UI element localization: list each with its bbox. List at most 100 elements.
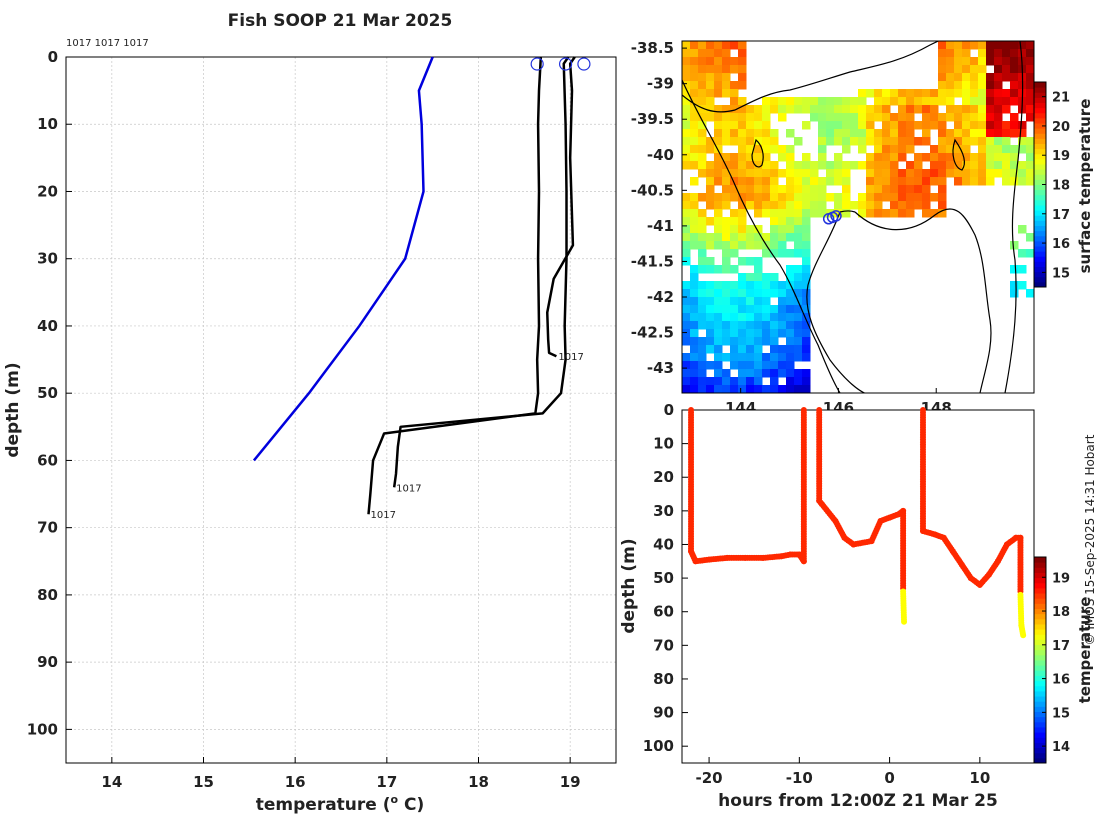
sst-cell: [906, 113, 915, 122]
sst-cell: [738, 345, 747, 354]
sst-cell: [786, 217, 795, 226]
sst-cell: [770, 369, 779, 378]
coast-tasmania-west: [806, 211, 866, 393]
sst-cell: [690, 361, 699, 370]
sst-cell: [946, 137, 955, 146]
sst-cell: [754, 105, 763, 114]
depth-time-colorbar-step: [1034, 701, 1046, 707]
sst-cell: [954, 177, 963, 186]
map-lat-tick-label: -40: [647, 146, 674, 164]
sst-cell: [714, 265, 723, 274]
sst-cell: [690, 337, 699, 346]
map-colorbar-step: [1034, 225, 1046, 232]
coast-tasmania-north: [839, 210, 856, 213]
sst-cell: [682, 153, 691, 162]
sst-cell: [946, 41, 955, 50]
depth-time-x-tick-label: 10: [969, 769, 990, 787]
sst-cell: [770, 345, 779, 354]
sst-cell: [722, 353, 731, 362]
sst-cell: [810, 105, 819, 114]
sst-cell: [786, 353, 795, 362]
sst-cell: [866, 161, 875, 170]
depth-time-colorbar-step: [1034, 593, 1046, 599]
surface-marker: [577, 57, 591, 71]
sst-cell: [802, 161, 811, 170]
sst-cell: [786, 337, 795, 346]
sst-cell: [834, 113, 843, 122]
sst-cell: [722, 305, 731, 314]
sst-cell: [1018, 177, 1027, 186]
sst-cell: [722, 329, 731, 338]
sst-cell: [746, 193, 755, 202]
sst-cell: [762, 297, 771, 306]
depth-time-y-tick-label: 60: [653, 603, 674, 621]
sst-cell: [794, 217, 803, 226]
sst-cell: [738, 121, 747, 130]
sst-cell: [786, 329, 795, 338]
sst-cell: [938, 89, 947, 98]
depth-time-colorbar-step: [1034, 629, 1046, 635]
sst-cell: [978, 177, 987, 186]
sst-cell: [850, 113, 859, 122]
sst-cell: [882, 169, 891, 178]
sst-cell: [826, 161, 835, 170]
sst-cell: [706, 233, 715, 242]
sst-cell: [730, 57, 739, 66]
coast-tasmania-east: [854, 208, 992, 393]
sst-cell: [970, 161, 979, 170]
sst-cell: [954, 169, 963, 178]
sst-cell: [754, 177, 763, 186]
sst-cell: [786, 385, 795, 393]
map-colorbar-step: [1034, 266, 1046, 273]
sst-cell: [738, 385, 747, 393]
sst-cell: [1010, 49, 1019, 58]
depth-time-colorbar-tick-label: 15: [1052, 706, 1070, 721]
sst-cell: [842, 137, 851, 146]
sst-cell: [842, 161, 851, 170]
sst-cell: [858, 97, 867, 106]
sst-cell: [714, 369, 723, 378]
sst-cell: [714, 329, 723, 338]
sst-cell: [802, 377, 811, 386]
sst-cell: [682, 241, 691, 250]
sst-cell: [698, 369, 707, 378]
sst-cell: [906, 185, 915, 194]
sst-cell: [738, 41, 747, 50]
sst-cell: [898, 209, 907, 218]
sst-cell: [706, 41, 715, 50]
map-colorbar-step: [1034, 102, 1046, 109]
sst-cell: [930, 105, 939, 114]
sst-cell: [802, 369, 811, 378]
sst-cell: [986, 57, 995, 66]
sst-cell: [762, 201, 771, 210]
sst-cell: [922, 105, 931, 114]
sst-cell: [826, 97, 835, 106]
sst-cell: [762, 129, 771, 138]
sst-cell: [970, 105, 979, 114]
sst-cell: [690, 57, 699, 66]
sst-cell: [818, 121, 827, 130]
sst-cell: [930, 153, 939, 162]
sst-cell: [786, 361, 795, 370]
sst-cell: [730, 265, 739, 274]
sst-cell: [738, 313, 747, 322]
sst-cell: [786, 225, 795, 234]
sst-cell: [922, 169, 931, 178]
sst-cell: [762, 289, 771, 298]
sst-cell: [986, 81, 995, 90]
sst-cell: [786, 305, 795, 314]
coastlines: [682, 41, 1024, 393]
sst-cell: [698, 121, 707, 130]
sst-cell: [778, 289, 787, 298]
sst-cell: [842, 185, 851, 194]
sst-cell: [802, 209, 811, 218]
profile-x-tick-label: 19: [560, 773, 581, 791]
sst-cell: [778, 233, 787, 242]
sst-cell: [994, 145, 1003, 154]
sst-cell: [722, 153, 731, 162]
sst-cell: [986, 177, 995, 186]
sst-cell: [738, 241, 747, 250]
sst-cell: [762, 153, 771, 162]
sst-cell: [970, 121, 979, 130]
sst-cell: [914, 97, 923, 106]
